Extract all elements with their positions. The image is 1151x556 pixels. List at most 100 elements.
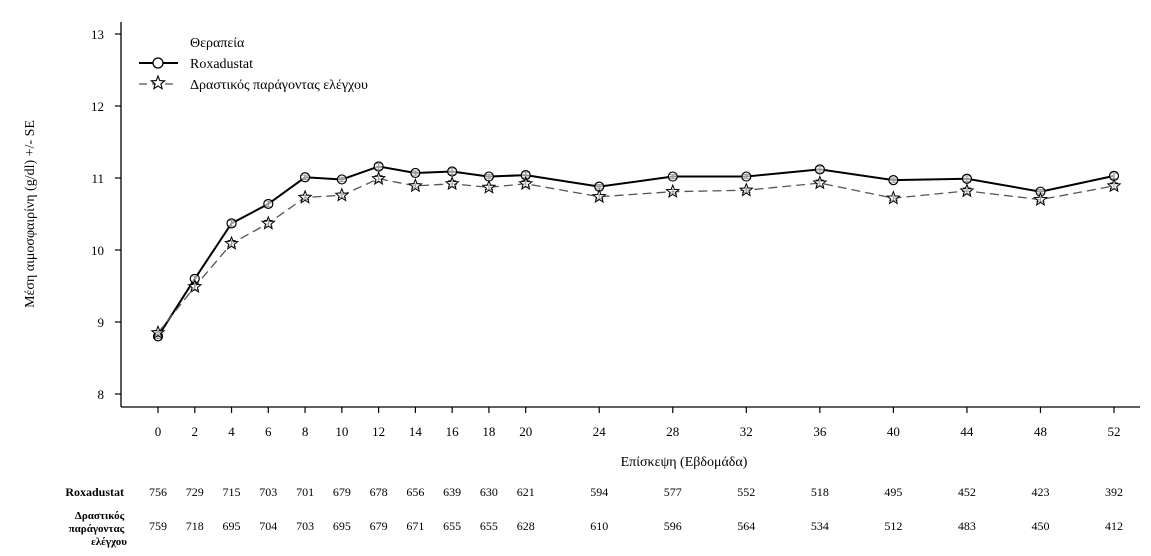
risk-count: 495 <box>884 485 902 499</box>
x-tick-label: 8 <box>302 424 309 439</box>
x-tick-label: 44 <box>960 424 974 439</box>
data-point-circle <box>410 167 421 179</box>
y-axis-ticks: 8 9 10 11 12 13 <box>91 27 121 402</box>
data-point-star <box>481 179 497 194</box>
data-point-star <box>407 178 423 193</box>
risk-count: 452 <box>958 485 976 499</box>
legend-entry-roxadustat: Roxadustat <box>139 57 253 72</box>
risk-count: 695 <box>223 519 241 533</box>
risk-count: 729 <box>186 485 204 499</box>
data-point-circle <box>741 171 752 182</box>
data-point-star <box>738 182 754 197</box>
risk-count: 655 <box>480 519 498 533</box>
x-tick-label: 14 <box>409 424 423 439</box>
legend-marker-star-icon <box>149 74 167 90</box>
legend-marker-circle-icon <box>152 57 164 69</box>
risk-count: 703 <box>259 485 277 499</box>
risk-count: 564 <box>737 519 755 533</box>
data-point-circle <box>447 166 458 177</box>
risk-count: 639 <box>443 485 461 499</box>
x-tick-label: 20 <box>519 424 532 439</box>
risk-count: 679 <box>333 485 351 499</box>
x-tick-label: 52 <box>1108 424 1121 439</box>
x-tick-label: 32 <box>740 424 753 439</box>
data-point-star <box>150 324 166 340</box>
x-tick-label: 12 <box>372 424 385 439</box>
x-tick-label: 2 <box>192 424 199 439</box>
risk-count: 483 <box>958 519 976 533</box>
x-tick-label: 6 <box>265 424 272 439</box>
risk-values: 756 729 715 703 701 679 678 656 639 630 621 594 577 5… <box>149 485 1123 533</box>
data-point-star <box>1032 191 1048 206</box>
data-point-circle <box>263 198 274 210</box>
legend-title: Θεραπεία <box>190 36 245 51</box>
data-point-star <box>812 175 828 190</box>
x-axis-ticks: 0 2 4 6 8 10 12 14 16 18 20 24 28 32 36 40 44 48 52 <box>155 407 1121 439</box>
risk-count: 704 <box>259 519 277 533</box>
data-point-star <box>187 278 203 294</box>
risk-count: 679 <box>370 519 388 533</box>
risk-count: 759 <box>149 519 167 533</box>
data-point-circle <box>814 164 825 175</box>
data-point-circle <box>373 161 384 172</box>
data-point-star <box>224 235 240 250</box>
data-point-star <box>665 183 681 199</box>
risk-count: 756 <box>149 485 167 499</box>
risk-count: 655 <box>443 519 461 533</box>
data-point-circle <box>336 174 347 185</box>
risk-count: 701 <box>296 485 314 499</box>
data-point-star <box>885 190 901 205</box>
x-tick-label: 16 <box>446 424 460 439</box>
risk-row-label-control: Δραστικός παράγοντας ελέγχου <box>69 510 128 548</box>
risk-count: 715 <box>223 485 241 499</box>
risk-count: 703 <box>296 519 314 533</box>
risk-count: 534 <box>811 519 829 533</box>
data-point-circle <box>226 218 237 229</box>
risk-count: 671 <box>406 519 424 533</box>
x-tick-label: 40 <box>887 424 900 439</box>
legend-label-control: Δραστικός παράγοντας ελέγχου <box>190 78 368 93</box>
data-point-star <box>444 175 460 191</box>
data-point-circle <box>961 173 973 184</box>
risk-count: 678 <box>370 485 388 499</box>
y-tick-label: 9 <box>98 315 105 330</box>
risk-count: 718 <box>186 519 204 533</box>
data-point-star <box>260 215 276 230</box>
x-tick-label: 4 <box>228 424 235 439</box>
risk-count: 621 <box>517 485 535 499</box>
legend-entry-control: Δραστικός παράγοντας ελέγχου <box>139 74 368 93</box>
risk-count: 594 <box>590 485 608 499</box>
risk-row-label-control-line-2: παράγοντας <box>69 523 125 535</box>
x-tick-label: 18 <box>482 424 495 439</box>
legend: Θεραπεία Roxadustat Δραστικός παράγοντας… <box>139 36 368 93</box>
x-tick-label: 48 <box>1034 424 1047 439</box>
x-tick-label: 0 <box>155 424 162 439</box>
risk-count: 450 <box>1031 519 1049 533</box>
y-tick-label: 13 <box>91 27 104 42</box>
data-point-star <box>518 175 534 191</box>
risk-count: 392 <box>1105 485 1123 499</box>
data-point-star <box>297 189 313 204</box>
y-tick-label: 8 <box>98 387 105 402</box>
risk-count: 596 <box>664 519 682 533</box>
risk-count: 628 <box>517 519 535 533</box>
risk-count: 656 <box>406 485 424 499</box>
data-point-star <box>591 188 607 204</box>
x-axis-title: Επίσκεψη (Εβδομάδα) <box>621 455 748 470</box>
x-tick-label: 28 <box>666 424 679 439</box>
risk-count: 610 <box>590 519 608 533</box>
data-point-circle <box>888 175 899 186</box>
y-tick-label: 11 <box>91 171 104 186</box>
series-control <box>150 170 1122 340</box>
series-layer <box>150 161 1122 342</box>
x-tick-label: 24 <box>593 424 607 439</box>
legend-label-roxadustat: Roxadustat <box>190 57 253 72</box>
risk-count: 630 <box>480 485 498 499</box>
data-point-circle <box>667 171 678 182</box>
risk-count: 518 <box>811 485 829 499</box>
y-tick-label: 12 <box>91 99 104 114</box>
data-point-star <box>959 183 975 198</box>
risk-row-label-control-line-1: Δραστικός <box>75 510 125 522</box>
risk-count: 512 <box>884 519 902 533</box>
